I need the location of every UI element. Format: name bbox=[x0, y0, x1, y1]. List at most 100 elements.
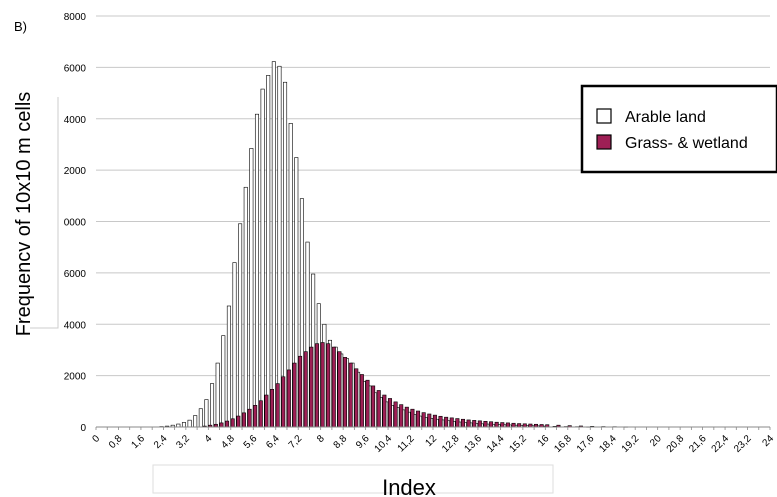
x-tick-label: 8 bbox=[315, 433, 327, 445]
x-tick-label: 12 bbox=[423, 433, 439, 449]
x-axis-tick-labels: 0 0,8 1,6 2,4 3,2 4 4,8 5,6 6,4 7,2 8 8,8 9,6 10,4 11,… bbox=[90, 433, 776, 455]
bar bbox=[253, 405, 258, 428]
bar bbox=[204, 399, 209, 428]
x-tick-label: 20,8 bbox=[665, 433, 687, 455]
ylabel-frame bbox=[30, 97, 59, 329]
bar bbox=[444, 416, 449, 428]
bar bbox=[432, 414, 437, 428]
bar bbox=[359, 374, 364, 428]
bar bbox=[354, 368, 359, 428]
bar bbox=[348, 362, 353, 428]
bar bbox=[281, 376, 286, 428]
bar bbox=[511, 422, 516, 428]
x-tick-label: 21,6 bbox=[687, 433, 709, 455]
bar bbox=[517, 423, 522, 428]
bar bbox=[309, 346, 314, 428]
bar bbox=[221, 335, 226, 428]
bar bbox=[187, 419, 192, 428]
y-tick-label: 2000 bbox=[64, 372, 87, 383]
x-tick-label: 0 bbox=[90, 433, 102, 445]
bar bbox=[500, 422, 505, 428]
bar bbox=[226, 305, 231, 428]
bar bbox=[371, 385, 376, 428]
x-axis-title: Index bbox=[382, 475, 436, 497]
bar bbox=[303, 351, 308, 428]
y-tick-label: 4000 bbox=[64, 115, 87, 126]
bar bbox=[438, 415, 443, 428]
x-tick-label: 0,8 bbox=[107, 433, 125, 451]
bar bbox=[286, 369, 291, 428]
bar bbox=[193, 415, 198, 428]
bar bbox=[489, 421, 494, 428]
bar bbox=[460, 418, 465, 428]
bar bbox=[215, 362, 220, 428]
bar bbox=[393, 401, 398, 428]
bar bbox=[230, 418, 235, 428]
gridlines bbox=[96, 15, 770, 377]
x-tick-label: 1,6 bbox=[129, 433, 147, 451]
bar bbox=[455, 418, 460, 428]
legend-swatch-arable bbox=[596, 108, 612, 124]
x-tick-label: 4,8 bbox=[219, 433, 237, 451]
bar bbox=[232, 262, 237, 428]
y-tick-label: 6000 bbox=[64, 269, 87, 280]
x-tick-label: 16,8 bbox=[552, 433, 574, 455]
bar bbox=[243, 186, 248, 428]
bar bbox=[258, 400, 263, 428]
bar bbox=[376, 390, 381, 428]
y-tick-label: 4000 bbox=[64, 320, 87, 331]
x-tick-label: 4 bbox=[203, 433, 215, 445]
x-tick-label: 24 bbox=[760, 433, 776, 449]
bar bbox=[477, 420, 482, 428]
y-tick-label: 6000 bbox=[64, 63, 87, 74]
legend-swatch-grass bbox=[596, 134, 612, 150]
bar bbox=[331, 346, 336, 428]
bar bbox=[254, 113, 259, 428]
bar bbox=[260, 88, 265, 428]
bar bbox=[416, 410, 421, 428]
bar bbox=[198, 408, 203, 428]
bar bbox=[337, 351, 342, 428]
x-tick-label: 19,2 bbox=[620, 433, 642, 455]
x-tick-label: 8,8 bbox=[332, 433, 350, 451]
bar bbox=[466, 419, 471, 428]
bar bbox=[292, 362, 297, 428]
legend-box bbox=[580, 84, 777, 174]
bar bbox=[210, 383, 215, 428]
x-tick-label: 7,2 bbox=[287, 433, 305, 451]
bar bbox=[219, 422, 224, 428]
bar bbox=[264, 394, 269, 428]
bar bbox=[494, 421, 499, 428]
bar bbox=[277, 65, 282, 428]
bar bbox=[238, 223, 243, 428]
bar bbox=[298, 355, 303, 428]
legend-label-arable: Arable land bbox=[625, 109, 706, 126]
legend-label-grass: Grass- & wetland bbox=[625, 135, 748, 152]
x-tick-label: 20 bbox=[648, 433, 664, 449]
x-tick-label: 17,6 bbox=[575, 433, 597, 455]
bar bbox=[266, 75, 271, 428]
bar bbox=[382, 394, 387, 428]
bar bbox=[449, 417, 454, 428]
bar bbox=[326, 343, 331, 428]
y-axis-tick-labels: 0 2000 4000 6000 0000 2000 4000 6000 8000 bbox=[64, 12, 87, 434]
x-axis bbox=[95, 426, 771, 430]
bar bbox=[271, 61, 276, 428]
bar bbox=[275, 383, 280, 428]
y-tick-label: 2000 bbox=[64, 166, 87, 177]
x-tick-label: 15,2 bbox=[507, 433, 529, 455]
bar bbox=[181, 422, 186, 428]
bar bbox=[247, 408, 252, 428]
xlabel-frame bbox=[152, 464, 554, 494]
bar bbox=[249, 148, 254, 428]
bar bbox=[241, 412, 246, 428]
x-tick-label: 22,4 bbox=[710, 433, 732, 455]
y-tick-label: 0 bbox=[80, 423, 86, 434]
bar bbox=[225, 420, 230, 428]
x-tick-label: 14,4 bbox=[485, 433, 507, 455]
x-tick-label: 11,2 bbox=[396, 433, 417, 454]
x-tick-label: 2,4 bbox=[152, 433, 170, 451]
bar bbox=[387, 398, 392, 428]
panel-label: B) bbox=[14, 19, 27, 34]
legend: Arable land Grass- & wetland bbox=[580, 84, 777, 174]
